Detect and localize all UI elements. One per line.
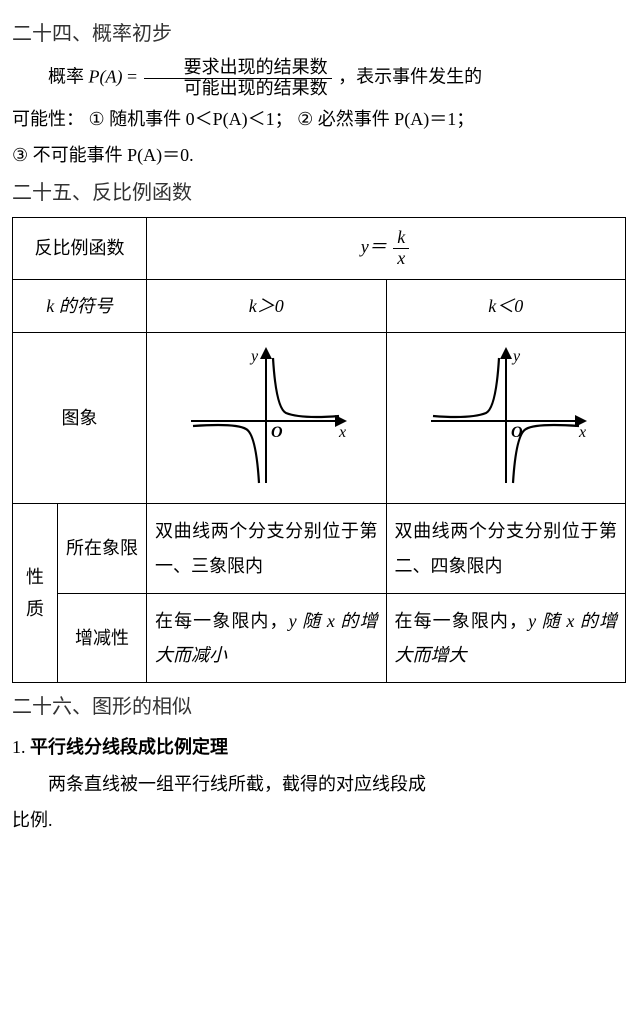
cell-graph-neg: x y O	[386, 333, 626, 504]
section-26-sub1: 1. 平行线分线段成比例定理	[12, 731, 626, 763]
cell-formula: y＝ k x	[147, 218, 626, 280]
table-row: 性质 所在象限 双曲线两个分支分别位于第一、三象限内 双曲线两个分支分别位于第二…	[13, 504, 626, 593]
formula-y: y＝	[361, 237, 387, 257]
section-25-title: 二十五、反比例函数	[12, 175, 626, 211]
frac-num: 要求出现的结果数	[144, 58, 332, 79]
cell-graph-pos: x y O	[147, 333, 387, 504]
section-24-title: 二十四、概率初步	[12, 16, 626, 52]
origin-label: O	[271, 424, 283, 441]
kpos-text: k＞0	[249, 296, 284, 316]
frac-den: 可能出现的结果数	[144, 79, 332, 99]
graph-k-positive: x y O	[181, 343, 351, 493]
prob-fraction: 要求出现的结果数 可能出现的结果数	[144, 58, 332, 99]
cell-label-sign: k 的符号	[13, 279, 147, 332]
item2-mark: ②	[297, 103, 313, 135]
sub1-title: 平行线分线段成比例定理	[30, 737, 228, 757]
sub1-num: 1.	[12, 737, 30, 757]
item1-mark: ①	[89, 103, 105, 135]
eq-sign: =	[127, 66, 142, 86]
kneg-text: k＜0	[488, 296, 523, 316]
inverse-proportion-table: 反比例函数 y＝ k x k 的符号 k＞0 k＜0 图象	[12, 217, 626, 683]
section-24-para3: ③ 不可能事件 P(A)＝0.	[12, 139, 626, 171]
item3-mark: ③	[12, 139, 28, 171]
cell-kneg: k＜0	[386, 279, 626, 332]
mono-neg-a: 在每一象限内，	[395, 611, 529, 631]
item1-text: 随机事件 0＜P(A)＜1；	[109, 109, 293, 129]
axis-x-label: x	[578, 424, 586, 441]
k-over-x: k x	[393, 228, 409, 269]
table-row: 反比例函数 y＝ k x	[13, 218, 626, 280]
origin-label: O	[511, 424, 523, 441]
section-26-para1: 两条直线被一组平行线所截，截得的对应线段成	[12, 768, 626, 800]
table-row: k 的符号 k＞0 k＜0	[13, 279, 626, 332]
prob-prefix: 概率	[48, 66, 89, 86]
cell-label-monotone: 增减性	[58, 593, 147, 682]
frac-k: k	[393, 228, 409, 249]
graph-k-negative: x y O	[421, 343, 591, 493]
cell-mono-neg: 在每一象限内，y 随 x 的增大而增大	[386, 593, 626, 682]
table-row: 增减性 在每一象限内，y 随 x 的增大而减小 在每一象限内，y 随 x 的增大…	[13, 593, 626, 682]
formula-pa: P(A)	[89, 66, 123, 86]
cell-label-func: 反比例函数	[13, 218, 147, 280]
frac-x: x	[393, 249, 409, 269]
item3-text: 不可能事件 P(A)＝0.	[33, 145, 194, 165]
cell-label-graph: 图象	[13, 333, 147, 504]
cell-quad-neg: 双曲线两个分支分别位于第二、四象限内	[386, 504, 626, 593]
section-26-para1-cont: 比例.	[12, 804, 626, 836]
axis-y-label: y	[249, 348, 259, 365]
cell-mono-pos: 在每一象限内，y 随 x 的增大而减小	[147, 593, 387, 682]
table-row: 图象 x y O	[13, 333, 626, 504]
section-26-title: 二十六、图形的相似	[12, 689, 626, 725]
section-24-para1: 概率 P(A) = 要求出现的结果数 可能出现的结果数 ，表示事件发生的	[12, 58, 626, 99]
mono-pos-a: 在每一象限内，	[155, 611, 289, 631]
axis-y-label: y	[511, 348, 521, 365]
line2-prefix: 可能性：	[12, 109, 84, 129]
axis-x-label: x	[338, 424, 346, 441]
k-sign-label: k 的符号	[46, 296, 113, 316]
after-frac: ，表示事件发生的	[338, 66, 482, 86]
cell-label-quadrant: 所在象限	[58, 504, 147, 593]
section-24-para2: 可能性： ① 随机事件 0＜P(A)＜1； ② 必然事件 P(A)＝1；	[12, 103, 626, 135]
cell-kpos: k＞0	[147, 279, 387, 332]
cell-quad-pos: 双曲线两个分支分别位于第一、三象限内	[147, 504, 387, 593]
item2-text: 必然事件 P(A)＝1；	[318, 109, 475, 129]
cell-vlabel-property: 性质	[13, 504, 58, 683]
